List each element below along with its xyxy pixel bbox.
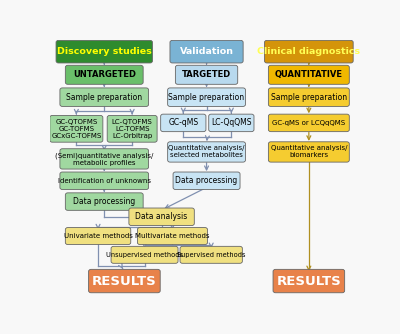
- FancyBboxPatch shape: [88, 269, 160, 293]
- FancyBboxPatch shape: [268, 88, 349, 107]
- FancyBboxPatch shape: [209, 114, 254, 132]
- Text: Sample preparation: Sample preparation: [66, 93, 142, 102]
- FancyBboxPatch shape: [180, 246, 242, 263]
- Text: Data analysis: Data analysis: [136, 212, 188, 221]
- Text: Sample preparation: Sample preparation: [271, 93, 347, 102]
- Text: Quantitative analysis/
selected metabolites: Quantitative analysis/ selected metaboli…: [168, 145, 245, 158]
- Text: RESULTS: RESULTS: [92, 275, 157, 288]
- Text: RESULTS: RESULTS: [276, 275, 341, 288]
- FancyBboxPatch shape: [268, 142, 349, 162]
- FancyBboxPatch shape: [65, 193, 143, 210]
- Text: LC-QqQMS: LC-QqQMS: [211, 118, 252, 127]
- Text: Data processing: Data processing: [73, 197, 135, 206]
- FancyBboxPatch shape: [170, 40, 243, 63]
- Text: (Semi)quantitative analysis/
metabolic profiles: (Semi)quantitative analysis/ metabolic p…: [55, 152, 154, 166]
- FancyBboxPatch shape: [173, 172, 240, 189]
- FancyBboxPatch shape: [264, 40, 353, 63]
- FancyBboxPatch shape: [168, 88, 246, 107]
- FancyBboxPatch shape: [129, 208, 194, 225]
- Text: Supervised methods: Supervised methods: [177, 252, 246, 258]
- FancyBboxPatch shape: [65, 65, 143, 84]
- Text: LC-QTOFMS
LC-TOFMS
LC-Orbitrap: LC-QTOFMS LC-TOFMS LC-Orbitrap: [112, 119, 152, 139]
- FancyBboxPatch shape: [161, 114, 206, 132]
- FancyBboxPatch shape: [56, 40, 152, 63]
- FancyBboxPatch shape: [268, 114, 349, 132]
- FancyBboxPatch shape: [60, 88, 148, 107]
- Text: TARGETED: TARGETED: [182, 70, 231, 79]
- Text: Validation: Validation: [180, 47, 234, 56]
- FancyBboxPatch shape: [138, 227, 208, 244]
- Text: GC-QTOFMS
GC-TOFMS
GCxGC-TOFMS: GC-QTOFMS GC-TOFMS GCxGC-TOFMS: [51, 119, 102, 139]
- FancyBboxPatch shape: [107, 116, 157, 142]
- FancyBboxPatch shape: [273, 269, 345, 293]
- Text: Identification of unknowns: Identification of unknowns: [58, 178, 151, 184]
- Text: Unsupervised methods: Unsupervised methods: [106, 252, 183, 258]
- Text: GC-qMS: GC-qMS: [168, 118, 198, 127]
- Text: Sample preparation: Sample preparation: [168, 93, 245, 102]
- Text: Univariate methods: Univariate methods: [64, 233, 132, 239]
- FancyBboxPatch shape: [60, 172, 148, 189]
- FancyBboxPatch shape: [111, 246, 178, 263]
- FancyBboxPatch shape: [175, 65, 238, 84]
- Text: QUANTITATIVE: QUANTITATIVE: [275, 70, 343, 79]
- Text: Data processing: Data processing: [176, 176, 238, 185]
- FancyBboxPatch shape: [168, 142, 246, 162]
- FancyBboxPatch shape: [50, 116, 103, 142]
- Text: UNTARGETED: UNTARGETED: [73, 70, 136, 79]
- FancyBboxPatch shape: [268, 65, 349, 84]
- FancyBboxPatch shape: [65, 227, 131, 244]
- Text: Quantitative analysis/
biomarkers: Quantitative analysis/ biomarkers: [270, 145, 347, 158]
- Text: Clinical diagnostics: Clinical diagnostics: [257, 47, 360, 56]
- Text: Multivariate methods: Multivariate methods: [135, 233, 210, 239]
- Text: Discovery studies: Discovery studies: [57, 47, 152, 56]
- FancyBboxPatch shape: [60, 149, 148, 169]
- Text: GC-qMS or LCQqQMS: GC-qMS or LCQqQMS: [272, 120, 346, 126]
